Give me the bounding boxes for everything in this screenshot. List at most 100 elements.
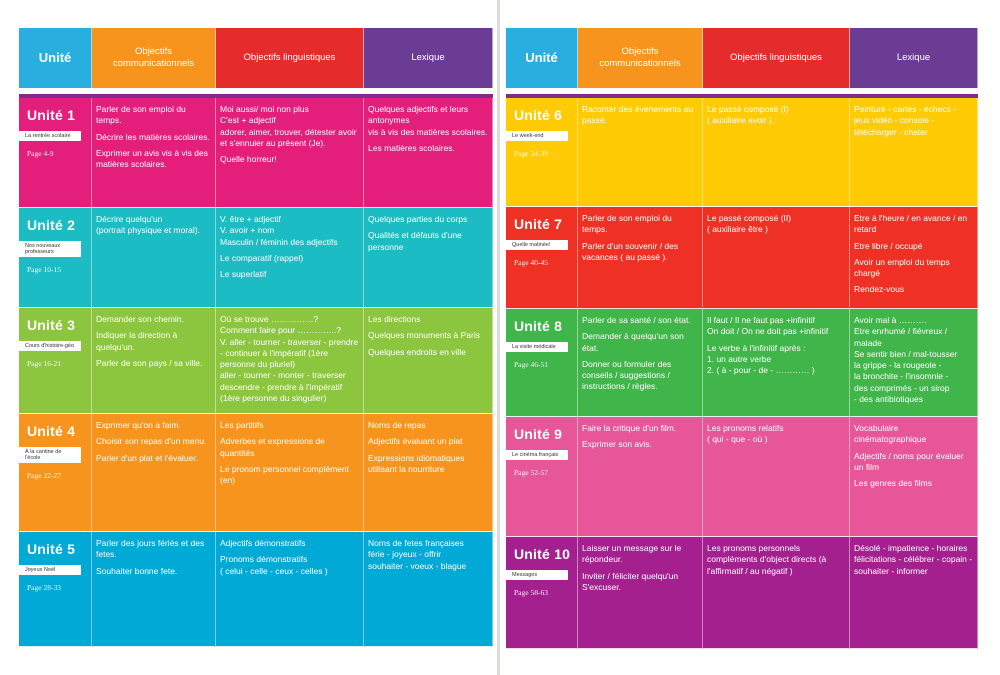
units-table-left: Unité Objectifs communicationnels Object… [19, 28, 493, 647]
objectifs-linguistiques-item: Le superlatif [220, 269, 267, 280]
unit-label: Messages [506, 569, 568, 580]
lexique-cell: Peinture - cartes - échecs - jeux vidéo … [850, 98, 978, 207]
header-gap [506, 88, 978, 94]
objectifs-communicationnels-item: Inviter / féliciter quelqu'un S'excuser. [582, 570, 679, 592]
lexique-cell: Les directions Quelques monuments à Paris… [364, 308, 493, 414]
unit-cell-7: Unité 7 Quelle matinée! Page 40-45 [506, 207, 578, 309]
header-lexique: Lexique [364, 28, 493, 88]
unit-title: Unité 3 [27, 317, 76, 333]
objectifs-linguistiques-item: Le passé composé (II) ( auxiliaire être … [707, 213, 792, 235]
left-page: Unité Objectifs communicationnels Object… [0, 0, 497, 675]
unit-page-range: Page 4-9 [27, 148, 54, 158]
objectifs-communicationnels-cell: Exprimer qu'on a faim. Choisir son repas … [92, 414, 216, 532]
header-gap [19, 88, 493, 94]
lexique-item: Quelques adjectifs et leurs antonymes vi… [368, 104, 488, 137]
unit-cell-3: Unité 3 Cours d'histoire-géo Page 16-21 [19, 308, 92, 414]
unit-cell-4: Unité 4 À la cantine de l'école Page 22-27 [19, 414, 92, 532]
objectifs-communicationnels-item: Parler de son emploi du temps. [582, 213, 672, 235]
unit-title: Unité 4 [27, 423, 76, 439]
objectifs-communicationnels-cell: Laisser un message sur le répondeur. Invi… [578, 537, 703, 649]
lexique-item: Vocabulaire cinématographique [854, 423, 927, 445]
header-lexique: Lexique [850, 28, 978, 88]
lexique-cell: Vocabulaire cinématographique Adjectifs /… [850, 417, 978, 537]
lexique-item: Quelques monuments à Paris [368, 330, 480, 341]
lexique-item: Etre à l'heure / en avance / en retard [854, 213, 968, 235]
lexique-item: Les genres des films [854, 478, 932, 489]
lexique-cell: Noms de fetes françaises férie - joyeux … [364, 532, 493, 647]
objectifs-linguistiques-item: Le pronom personnel complément (en) [220, 463, 349, 486]
objectifs-communicationnels-item: Décrire les matières scolaires. [96, 131, 210, 142]
objectifs-linguistiques-item: Les pronoms relatifs ( qui - que - où ) [707, 423, 784, 445]
objectifs-communicationnels-item: Parler de son pays / sa ville. [96, 357, 203, 368]
lexique-cell: Etre à l'heure / en avance / en retard Et… [850, 207, 978, 309]
objectifs-linguistiques-item: Les pronoms personnels compléments d'obj… [707, 543, 827, 576]
objectifs-linguistiques-item: Adjectifs démonstratifs [220, 538, 306, 548]
book-gutter [497, 0, 500, 675]
unit-page-range: Page 28-33 [27, 582, 61, 592]
unit-cell-8: Unité 8 La visite médicale Page 46-51 [506, 309, 578, 417]
header-band [506, 94, 978, 98]
lexique-cell: Quelques parties du corps Qualités et déf… [364, 208, 493, 308]
objectifs-linguistiques-item: Adverbes et expressions de quantités [220, 436, 325, 458]
objectifs-linguistiques-item: Le comparatif (rappel) [220, 252, 304, 263]
objectifs-communicationnels-cell: Parler de sa santé / son état. Demander à… [578, 309, 703, 417]
lexique-cell: Désolé - impatience - horaires félicitat… [850, 537, 978, 649]
unit-label: Nos nouveaux professeurs [19, 240, 81, 258]
unit-cell-10: Unité 10 Messages Page 58-63 [506, 537, 578, 649]
unit-title: Unité 2 [27, 217, 76, 233]
header-objectifs-linguistiques: Objectifs linguistiques [703, 28, 850, 88]
objectifs-communicationnels-item: Décrire quelqu'un (portrait physique et … [96, 214, 200, 236]
objectifs-linguistiques-cell: Les partitifs Adverbes et expressions de … [216, 414, 364, 532]
unit-label: Cours d'histoire-géo [19, 340, 81, 351]
unit-title: Unité 1 [27, 107, 76, 123]
lexique-item: Noms de repas [368, 420, 426, 430]
lexique-item: Noms de fetes françaises férie - joyeux … [368, 538, 467, 571]
lexique-item: Quelques parties du corps [368, 214, 468, 224]
objectifs-communicationnels-cell: Raconter des événements au passé. [578, 98, 703, 207]
header-band [19, 94, 493, 98]
objectifs-linguistiques-cell: Adjectifs démonstratifs Pronoms démonstra… [216, 532, 364, 647]
unit-cell-1: Unité 1 La rentrée scolaire Page 4-9 [19, 98, 92, 208]
lexique-item: Expressions idiomatiques utilisant la no… [368, 452, 465, 474]
lexique-item: Qualités et défauts d'une personne [368, 230, 462, 252]
unit-label: Joyeux Noël [19, 564, 81, 575]
unit-label: La visite médicale [506, 341, 568, 352]
lexique-item: Adjectifs / noms pour évaluer un film [854, 450, 964, 472]
lexique-cell: Avoir mal à ………. Etre enrhumé / fiévreux… [850, 309, 978, 417]
objectifs-communicationnels-item: Demander à quelqu'un son état. [582, 331, 684, 353]
header-objectifs-communicationnels: Objectifs communicationnels [578, 28, 703, 88]
lexique-item: Etre libre / occupé [854, 240, 923, 251]
objectifs-linguistiques-item: Quelle horreur! [220, 154, 277, 165]
unit-label: La rentrée scolaire [19, 130, 81, 141]
lexique-item: Désolé - impatience - horaires félicitat… [854, 543, 973, 576]
objectifs-linguistiques-cell: Où se trouve ……………? Comment faire pour …… [216, 308, 364, 414]
unit-page-range: Page 52-57 [514, 467, 548, 477]
objectifs-communicationnels-cell: Parler de son emploi du temps. Décrire le… [92, 98, 216, 208]
unit-page-range: Page 34-39 [514, 148, 548, 158]
objectifs-communicationnels-item: Parler de sa santé / son état. [582, 315, 691, 325]
objectifs-communicationnels-cell: Parler de son emploi du temps. Parler d'u… [578, 207, 703, 309]
lexique-item: Avoir mal à ………. Etre enrhumé / fiévreux… [854, 315, 958, 405]
unit-cell-2: Unité 2 Nos nouveaux professeurs Page 10-1… [19, 208, 92, 308]
objectifs-communicationnels-item: Souhaiter bonne fete. [96, 565, 178, 576]
unit-cell-6: Unité 6 Le week-end Page 34-39 [506, 98, 578, 207]
unit-label: Le cinéma français [506, 449, 568, 460]
objectifs-communicationnels-item: Parler de son emploi du temps. [96, 104, 186, 126]
lexique-cell: Quelques adjectifs et leurs antonymes vi… [364, 98, 493, 208]
unit-page-range: Page 46-51 [514, 359, 548, 369]
objectifs-communicationnels-item: Choisir son repas d'un menu. [96, 436, 207, 447]
unit-title: Unité 10 [514, 546, 571, 562]
objectifs-communicationnels-cell: Décrire quelqu'un (portrait physique et … [92, 208, 216, 308]
lexique-item: Les directions [368, 314, 421, 324]
header-objectifs-communicationnels: Objectifs communicationnels [92, 28, 216, 88]
unit-title: Unité 5 [27, 541, 76, 557]
objectifs-linguistiques-item: Les partitifs [220, 420, 264, 430]
objectifs-communicationnels-item: Exprimer son avis. [582, 439, 652, 450]
objectifs-linguistiques-cell: Le passé composé (II) ( auxiliaire être … [703, 207, 850, 309]
objectifs-linguistiques-item: Le verbe à l'infinitif après : 1. un aut… [707, 342, 815, 376]
objectifs-communicationnels-item: Indiquer la direction à quelqu'un. [96, 330, 178, 352]
objectifs-linguistiques-item: Il faut / Il ne faut pas +infinitif On d… [707, 315, 829, 337]
objectifs-linguistiques-item: Moi aussi/ moi non plus C'est + adjectif… [220, 104, 357, 148]
unit-page-range: Page 22-27 [27, 471, 61, 481]
objectifs-communicationnels-cell: Parler des jours fériés et des fetes. Sou… [92, 532, 216, 647]
